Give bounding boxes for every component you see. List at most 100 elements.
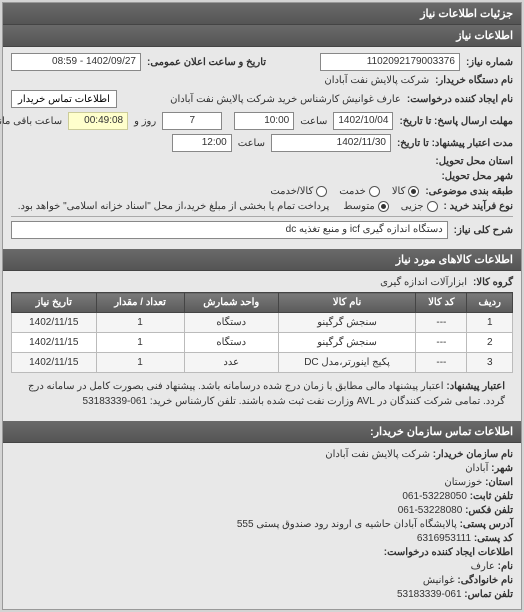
classification-radio-group: کالا خدمت کالا/خدمت (270, 186, 419, 197)
radio-goods-service[interactable]: کالا/خدمت (270, 186, 327, 197)
days-label: روز و (134, 116, 156, 127)
announcement-date-label: تاریخ و ساعت اعلان عمومی: (147, 57, 266, 68)
table-cell: دستگاه (184, 313, 278, 333)
table-cell: 1 (96, 333, 184, 353)
request-number-value: 1102092179003376 (320, 53, 460, 71)
contact-contactphone-value: 061-53183339 (397, 589, 462, 600)
response-date-input[interactable]: 1402/10/04 (333, 112, 393, 130)
contact-postal-label: کد پستی: (474, 533, 513, 544)
delivery-city-label: شهر محل تحویل: (441, 171, 513, 182)
radio-medium[interactable]: متوسط (343, 201, 388, 212)
contact-phone-label: تلفن ثابت: (470, 491, 513, 502)
requester-label: نام ایجاد کننده درخواست: (407, 94, 513, 105)
time-remaining-label: ساعت باقی مانده (0, 116, 62, 127)
table-cell: --- (416, 313, 467, 333)
radio-service-label: خدمت (339, 186, 366, 197)
table-cell: 1 (96, 353, 184, 373)
contact-fax-label: تلفن فکس: (465, 505, 513, 516)
contact-section: نام سازمان خریدار: شرکت پالایش نفت آبادا… (3, 443, 521, 609)
process-note: پرداخت تمام یا بخشی از مبلغ خرید،از محل … (18, 201, 330, 212)
contact-address-value: پالایشگاه آبادان حاشیه ی اروند رود صندوق… (237, 519, 457, 530)
radio-goods-label: کالا (392, 186, 406, 197)
table-cell: 3 (467, 353, 513, 373)
buyer-note-text: اعتبار پیشنهاد مالی مطابق با زمان درج شد… (28, 381, 505, 407)
process-type-label: نوع فرآیند خرید : (444, 201, 513, 212)
validity-time-input[interactable]: 12:00 (172, 134, 232, 152)
contact-name-value: عارف (471, 561, 495, 572)
contact-province-value: خوزستان (444, 477, 482, 488)
validity-label: مدت اعتبار پیشنهاد: تا تاریخ: (397, 138, 513, 149)
need-desc-value: دستگاه اندازه گیری icf و منبع تغذیه dc (11, 221, 448, 239)
validity-time-label: ساعت (238, 138, 265, 149)
response-deadline-label: مهلت ارسال پاسخ: تا تاریخ: (399, 116, 513, 127)
col-qty: تعداد / مقدار (96, 293, 184, 313)
contact-phone-value: 53228050-061 (402, 491, 467, 502)
table-row: 1---سنجش گرگینودستگاه11402/11/15 (12, 313, 513, 333)
table-cell: دستگاه (184, 333, 278, 353)
col-name: نام کالا (278, 293, 415, 313)
radio-minor[interactable]: جزیی (401, 201, 438, 212)
validity-date-input[interactable]: 1402/11/30 (271, 134, 391, 152)
days-remaining-value: 7 (162, 112, 222, 130)
table-cell: 2 (467, 333, 513, 353)
radio-circle-icon (427, 201, 438, 212)
table-cell: 1402/11/15 (12, 353, 97, 373)
radio-medium-label: متوسط (343, 201, 374, 212)
basic-info-form: شماره نیاز: 1102092179003376 تاریخ و ساع… (3, 47, 521, 249)
radio-minor-label: جزیی (401, 201, 424, 212)
contact-family-label: نام خانوادگی: (457, 575, 513, 586)
delivery-province-label: استان محل تحویل: (435, 156, 513, 167)
contact-family-value: غوانیش (423, 575, 455, 586)
radio-goods[interactable]: کالا (392, 186, 420, 197)
response-time-label: ساعت (300, 116, 327, 127)
table-cell: 1402/11/15 (12, 313, 97, 333)
request-number-label: شماره نیاز: (466, 57, 513, 68)
buyer-note-label: اعتبار پیشنهاد: (446, 381, 505, 392)
table-cell: 1 (96, 313, 184, 333)
classification-label: طبقه بندی موضوعی: (425, 186, 513, 197)
table-row: 3---پکیج اینورتر،مدل DCعدد11402/11/15 (12, 353, 513, 373)
contact-org-value: شرکت پالایش نفت آبادان (325, 449, 430, 460)
goods-table: ردیف کد کالا نام کالا واحد شمارش تعداد /… (11, 292, 513, 373)
contact-name-label: نام: (498, 561, 513, 572)
table-cell: پکیج اینورتر،مدل DC (278, 353, 415, 373)
main-header: جزئیات اطلاعات نیاز (3, 3, 521, 25)
response-time-input[interactable]: 10:00 (234, 112, 294, 130)
col-code: کد کالا (416, 293, 467, 313)
announcement-date-value: 1402/09/27 - 08:59 (11, 53, 141, 71)
requester-info-label: اطلاعات ایجاد کننده درخواست: (384, 547, 513, 558)
requester-value: عارف غوانیش کارشناس خرید شرکت پالایش نفت… (170, 94, 401, 105)
buyer-org-value: شرکت پالایش نفت آبادان (324, 75, 429, 86)
contact-fax-value: 53228080-061 (398, 505, 463, 516)
table-cell: --- (416, 353, 467, 373)
contact-city-label: شهر: (491, 463, 513, 474)
table-cell: سنجش گرگینو (278, 333, 415, 353)
need-desc-label: شرح کلی نیاز: (454, 225, 513, 236)
table-cell: 1402/11/15 (12, 333, 97, 353)
contact-city-value: آبادان (465, 463, 488, 474)
contact-postal-value: 6316953111 (417, 533, 471, 544)
buyer-contact-header: اطلاعات تماس سازمان خریدار: (3, 421, 521, 443)
col-unit: واحد شمارش (184, 293, 278, 313)
table-row: 2---سنجش گرگینودستگاه11402/11/15 (12, 333, 513, 353)
radio-goods-service-label: کالا/خدمت (270, 186, 313, 197)
table-cell: عدد (184, 353, 278, 373)
contact-address-label: آدرس پستی: (460, 519, 513, 530)
goods-info-header: اطلاعات کالاهای مورد نیاز (3, 249, 521, 271)
table-cell: 1 (467, 313, 513, 333)
process-radio-group: جزیی متوسط (343, 201, 437, 212)
buyer-contact-button[interactable]: اطلاعات تماس خریدار (11, 90, 117, 108)
radio-circle-icon (378, 201, 389, 212)
goods-group-value: ابزارآلات اندازه گیری (380, 277, 467, 288)
radio-circle-icon (369, 186, 380, 197)
radio-circle-icon (408, 186, 419, 197)
goods-group-label: گروه کالا: (473, 277, 513, 288)
radio-circle-icon (316, 186, 327, 197)
contact-province-label: استان: (485, 477, 513, 488)
radio-service[interactable]: خدمت (339, 186, 380, 197)
basic-info-header: اطلاعات نیاز (3, 25, 521, 47)
buyer-org-label: نام دستگاه خریدار: (435, 75, 513, 86)
contact-contactphone-label: تلفن تماس: (464, 589, 513, 600)
table-cell: سنجش گرگینو (278, 313, 415, 333)
col-date: تاریخ نیاز (12, 293, 97, 313)
